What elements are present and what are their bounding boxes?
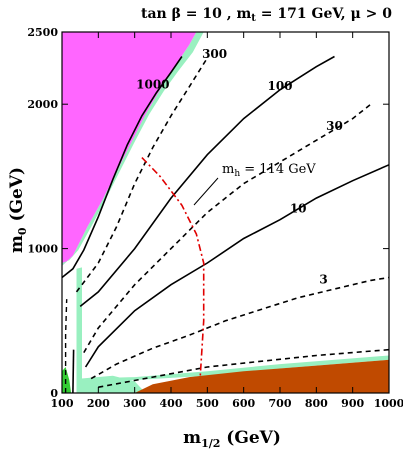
y-tick-label: 2000 [27, 98, 58, 111]
brown-excluded-region [134, 359, 389, 393]
curve-3-lower [98, 348, 390, 388]
curve-3 [90, 276, 390, 380]
y-tick-label: 0 [50, 387, 58, 400]
axes-group: 100 200 300 400 500 600 700 800 900 1000 0 1000 2000… [27, 26, 403, 410]
curves-group [61, 55, 390, 394]
plot-frame [61, 31, 390, 394]
x-tick-label: 900 [341, 397, 364, 410]
curve-labels-group: 1000 300 100 30 10 3 [136, 47, 343, 286]
curve-label-3: 3 [319, 272, 327, 286]
curve-label-30: 30 [326, 119, 343, 133]
x-tick-label: 100 [51, 397, 74, 410]
curve-30 [83, 103, 372, 354]
curve-label-100: 100 [267, 79, 292, 93]
x-tick-label: 200 [87, 397, 110, 410]
curve-left-solid [72, 349, 75, 394]
x-tick-label: 1000 [374, 397, 403, 410]
higgs-group [141, 157, 205, 379]
curve-label-300: 300 [202, 47, 227, 61]
curve-1000 [61, 56, 183, 279]
curve-label-10: 10 [290, 202, 307, 216]
mh-label: mh = 114 GeV [222, 162, 316, 179]
green-band-bottom-left [80, 375, 146, 393]
x-tick-label: 800 [305, 397, 328, 410]
regions-group [62, 32, 389, 393]
y-tick-label: 1000 [27, 243, 58, 256]
x-tick-label: 400 [160, 397, 183, 410]
x-tick-label: 300 [123, 397, 146, 410]
curve-10 [84, 164, 390, 368]
green-band-vertical [76, 267, 82, 393]
x-tick-label: 600 [232, 397, 255, 410]
curve-left-dashed [64, 299, 68, 393]
x-tick-label: 700 [269, 397, 292, 410]
green-band-lower [80, 355, 389, 385]
x-axis-label: m1/2 (GeV) [183, 428, 281, 450]
curve-100 [79, 55, 335, 308]
y-axis-label: m0 (GeV) [7, 167, 29, 253]
curve-label-1000: 1000 [136, 77, 169, 91]
y-tick-label: 2500 [27, 26, 58, 39]
x-tick-label: 500 [196, 397, 219, 410]
lime-region [62, 367, 72, 393]
higgs-114-line [141, 157, 205, 379]
magenta-excluded-region [62, 32, 197, 266]
chart-title: tan β = 10 , mt = 171 GeV, μ > 0 [141, 6, 392, 24]
mh-label-pointer [193, 177, 219, 206]
green-band-upper [62, 32, 204, 266]
